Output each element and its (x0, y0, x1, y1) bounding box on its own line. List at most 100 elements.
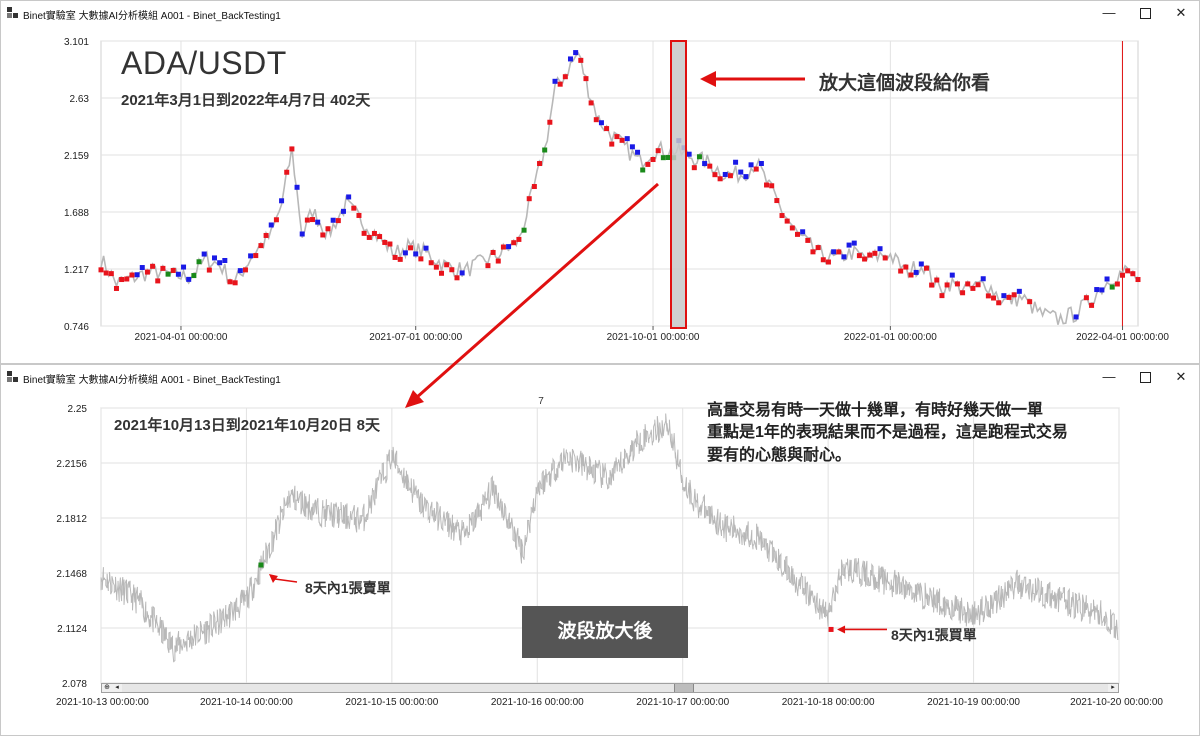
y-tick-label: 2.1812 (56, 514, 87, 525)
trade-marker (144, 269, 150, 275)
bottom-date-range: 2021年10月13日到2021年10月20日 8天 (114, 417, 380, 434)
trade-marker (423, 245, 429, 251)
trade-marker (1027, 299, 1033, 305)
trade-marker (320, 232, 326, 238)
trade-marker (635, 149, 641, 155)
trade-marker (815, 245, 821, 251)
trade-marker (975, 282, 981, 288)
x-tick-label: 2021-10-18 00:00:00 (782, 697, 875, 708)
buy-pointer-head (837, 625, 846, 634)
chart-top-label: 7 (538, 396, 544, 407)
trade-marker (872, 250, 878, 256)
pair-title: ADA/USDT (121, 45, 287, 81)
trade-marker (748, 162, 754, 168)
trade-marker (340, 208, 346, 214)
trade-marker (985, 293, 991, 299)
trade-marker (903, 264, 909, 270)
trade-marker (624, 136, 630, 142)
trade-marker (490, 249, 496, 255)
trade-marker (970, 285, 976, 291)
trade-marker (175, 271, 181, 277)
x-tick-label: 2021-10-20 00:00:00 (1070, 697, 1163, 708)
trade-marker (614, 134, 620, 140)
y-tick-label: 2.2156 (56, 459, 87, 470)
trade-marker (232, 280, 238, 286)
trade-marker (304, 217, 310, 223)
chart-scrollbar[interactable]: ⊕ ◂ ▸ (101, 683, 1119, 693)
y-tick-label: 1.688 (64, 208, 89, 219)
trade-marker (784, 218, 790, 224)
trade-marker (1109, 284, 1115, 290)
close-button[interactable]: ✕ (1175, 5, 1187, 20)
window-title: Binet實驗室 大數據AI分析模組 A001 - Binet_BackTest… (23, 11, 281, 22)
trade-marker (629, 144, 635, 150)
scroll-left-button[interactable]: ◂ (112, 684, 122, 692)
trade-marker (743, 174, 749, 180)
trade-marker (377, 234, 383, 240)
scroll-thumb[interactable] (674, 684, 694, 692)
maximize-button[interactable] (1127, 365, 1163, 389)
maximize-button[interactable] (1127, 1, 1163, 25)
trade-marker (413, 251, 419, 257)
trade-marker (650, 156, 656, 162)
trade-marker (1089, 302, 1095, 308)
trade-marker (310, 217, 316, 223)
trade-marker (954, 281, 960, 287)
note-line: 重點是1年的表現結果而不是過程，這是跑程式交易 (707, 424, 1068, 441)
trade-marker (769, 183, 775, 189)
trade-marker (733, 159, 739, 165)
top-window-titlebar[interactable]: Binet實驗室 大數據AI分析模組 A001 - Binet_BackTest… (1, 1, 1199, 25)
minimize-button[interactable]: — (1102, 5, 1116, 20)
trade-marker (583, 76, 589, 82)
trade-marker (918, 261, 924, 267)
trade-marker (139, 265, 145, 271)
maximize-icon (1139, 372, 1151, 384)
trade-marker (217, 260, 223, 266)
window-title: Binet實驗室 大數據AI分析模組 A001 - Binet_BackTest… (23, 375, 281, 386)
trade-marker (346, 194, 352, 200)
trade-marker (1006, 294, 1012, 300)
trade-marker (862, 256, 868, 262)
buy-order-label: 8天內1張買單 (891, 627, 977, 643)
trade-marker (1016, 288, 1022, 294)
trade-marker (1135, 277, 1141, 283)
trade-marker (150, 263, 156, 269)
trade-marker (1001, 293, 1007, 299)
trade-marker (882, 255, 888, 261)
trade-marker (794, 231, 800, 237)
bottom-chart-window: Binet實驗室 大數據AI分析模組 A001 - Binet_BackTest… (0, 364, 1200, 736)
trade-marker (738, 169, 744, 175)
app-icon (7, 7, 19, 19)
close-button[interactable]: ✕ (1175, 369, 1187, 384)
trade-marker (789, 225, 795, 231)
trade-marker (1120, 272, 1126, 278)
trade-marker (764, 182, 770, 188)
trade-marker (397, 256, 403, 262)
minimize-button[interactable]: — (1102, 369, 1116, 384)
trade-marker (119, 277, 125, 283)
app-icon (7, 371, 19, 383)
trade-marker (444, 262, 450, 268)
trade-marker (557, 81, 563, 87)
trade-marker (382, 239, 388, 245)
trade-marker (263, 232, 269, 238)
trade-marker (237, 268, 243, 274)
scroll-right-button[interactable]: ▸ (1108, 684, 1118, 692)
trade-marker (800, 229, 806, 235)
trade-marker (877, 246, 883, 252)
trade-marker (552, 78, 558, 84)
trade-marker (1130, 271, 1136, 277)
note-line: 高量交易有時一天做十幾單，有時好幾天做一單 (707, 402, 1044, 419)
trade-marker (542, 147, 548, 153)
trade-marker (1125, 268, 1131, 274)
trade-marker (774, 198, 780, 204)
trade-marker (831, 249, 837, 255)
y-tick-label: 0.746 (64, 322, 89, 333)
y-tick-label: 2.1468 (56, 569, 87, 580)
trade-marker (351, 205, 357, 211)
trade-marker (165, 271, 171, 277)
trade-marker (753, 166, 759, 172)
scroll-home-button[interactable]: ⊕ (102, 684, 112, 692)
y-tick-label: 2.25 (68, 404, 88, 415)
top-date-range: 2021年3月1日到2022年4月7日 402天 (121, 92, 371, 109)
